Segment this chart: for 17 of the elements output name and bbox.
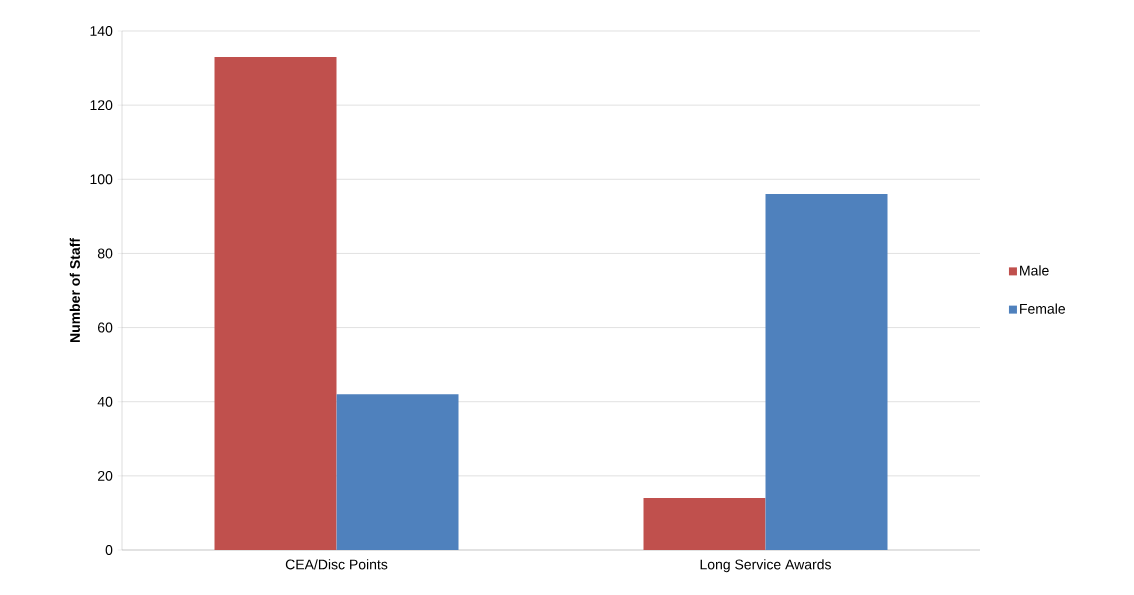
- bar: [643, 498, 766, 550]
- x-tick-label: CEA/Disc Points: [285, 559, 388, 570]
- y-tick-label: 20: [98, 470, 113, 481]
- x-tick-label: Long Service Awards: [700, 559, 831, 573]
- bar: [214, 56, 337, 550]
- legend-label: Female: [1020, 303, 1066, 314]
- y-axis-title: Number of Staff: [69, 237, 80, 343]
- y-tick-label: 40: [97, 396, 113, 407]
- y-tick-label: 100: [90, 174, 113, 185]
- legend-label: Male: [1020, 265, 1049, 276]
- y-tick-label: 0: [105, 545, 113, 555]
- y-tick-label: 140: [90, 26, 113, 36]
- y-tick-label: 80: [97, 248, 113, 259]
- y-tick-label: 120: [90, 100, 113, 111]
- bar: [765, 194, 888, 550]
- bar: [336, 394, 459, 550]
- y-tick-label: 60: [98, 322, 113, 333]
